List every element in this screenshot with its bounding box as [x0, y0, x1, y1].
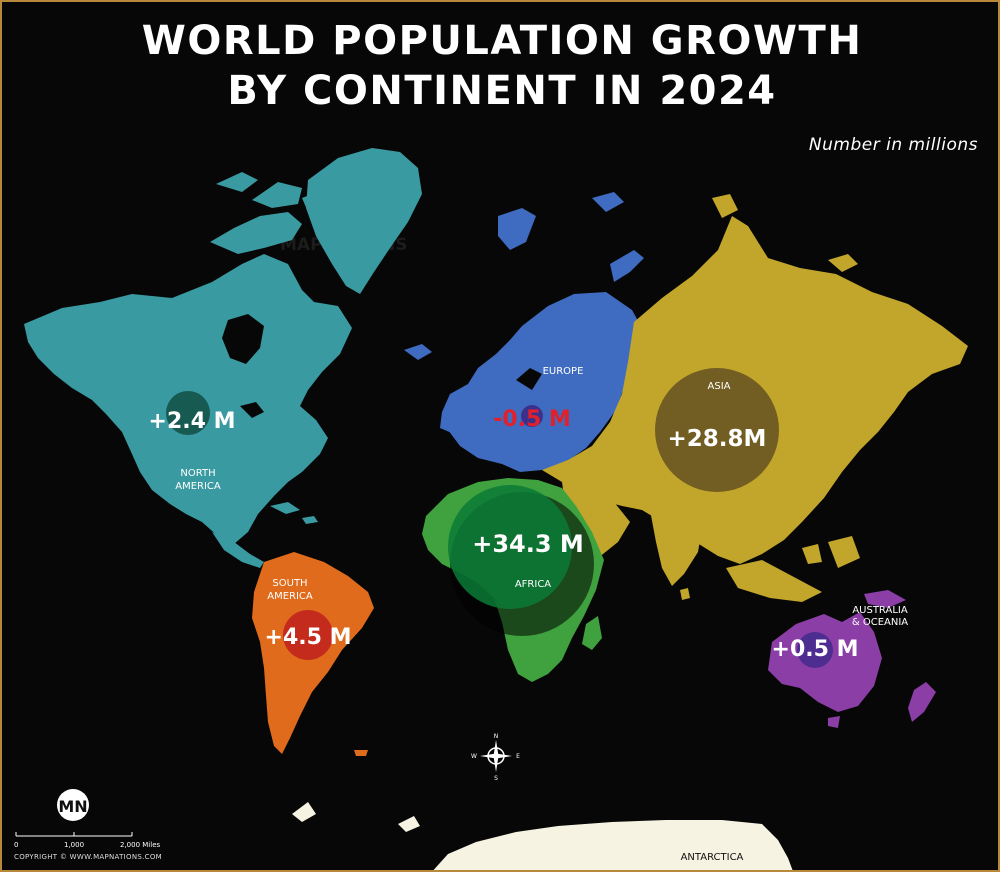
north-america-name-2: AMERICA: [175, 481, 221, 492]
africa-growth-bubble: [448, 485, 572, 609]
scale-tick-2000: 2,000 Miles: [120, 841, 161, 849]
australia-oceania-growth-bubble: [797, 632, 833, 668]
mapnations-logo: MN: [57, 789, 89, 821]
south-america-name-1: SOUTH: [272, 578, 307, 589]
copyright-notice: COPYRIGHT © WWW.MAPNATIONS.COM: [14, 853, 162, 861]
europe-growth-bubble: [521, 405, 543, 427]
north-america-landmass: [24, 148, 422, 568]
europe-growth-value: -0.5 M: [493, 407, 571, 432]
scale-tick-0: 0: [14, 841, 18, 849]
asia-growth-value: +28.8M: [668, 426, 767, 452]
page-title: WORLD POPULATION GROWTH BY CONTINENT IN …: [2, 16, 998, 116]
scale-bar: 0 1,000 2,000 Miles: [14, 832, 161, 849]
antarctic-island: [292, 802, 316, 822]
falklands-landmass: [354, 750, 368, 756]
south-america-growth-bubble: [283, 610, 333, 660]
growth-bubbles: [166, 368, 833, 668]
south-america-growth-value: +4.5 M: [265, 625, 352, 650]
north-america-name-1: NORTH: [180, 468, 215, 479]
compass-n: N: [494, 733, 499, 740]
south-america-name-2: AMERICA: [267, 591, 313, 602]
asia-growth-bubble: [655, 368, 779, 492]
scale-tick-1000: 1,000: [64, 841, 84, 849]
antarctic-island: [398, 816, 420, 832]
north-america-growth-bubble: [166, 391, 210, 435]
compass-s: S: [494, 775, 498, 782]
madagascar-landmass: [582, 616, 602, 650]
compass-e: E: [516, 753, 520, 760]
compass-rose: N S E W: [471, 733, 520, 782]
units-note: Number in millions: [808, 135, 978, 155]
great-lakes: [240, 402, 264, 418]
title-line-1: WORLD POPULATION GROWTH: [141, 18, 863, 64]
baltic-sea: [516, 368, 542, 390]
title-line-2: BY CONTINENT IN 2024: [227, 68, 777, 114]
australia-oceania-growth-value: +0.5 M: [772, 637, 859, 662]
iceland-landmass: [404, 344, 432, 360]
north-america-growth-value: +2.4 M: [149, 409, 236, 434]
africa-name: AFRICA: [515, 579, 551, 590]
antarctica-name: ANTARCTICA: [681, 852, 744, 863]
growth-value-labels: +2.4 M +4.5 M -0.5 M +34.3 M +28.8M +0.5…: [149, 407, 859, 662]
continent-name-labels: NORTH AMERICA SOUTH AMERICA EUROPE AFRIC…: [175, 366, 908, 863]
europe-landmass: [440, 192, 644, 472]
logo-text: MN: [58, 797, 87, 816]
hudson-bay: [222, 314, 264, 364]
australia-oceania-name-1: AUSTRALIA: [852, 605, 908, 616]
antarctica-landmass: [433, 820, 793, 870]
compass-w: W: [471, 753, 477, 760]
asia-name: ASIA: [708, 381, 731, 392]
africa-growth-value: +34.3 M: [472, 530, 584, 558]
europe-name: EUROPE: [543, 366, 584, 377]
australia-oceania-name-2: & OCEANIA: [852, 617, 908, 628]
